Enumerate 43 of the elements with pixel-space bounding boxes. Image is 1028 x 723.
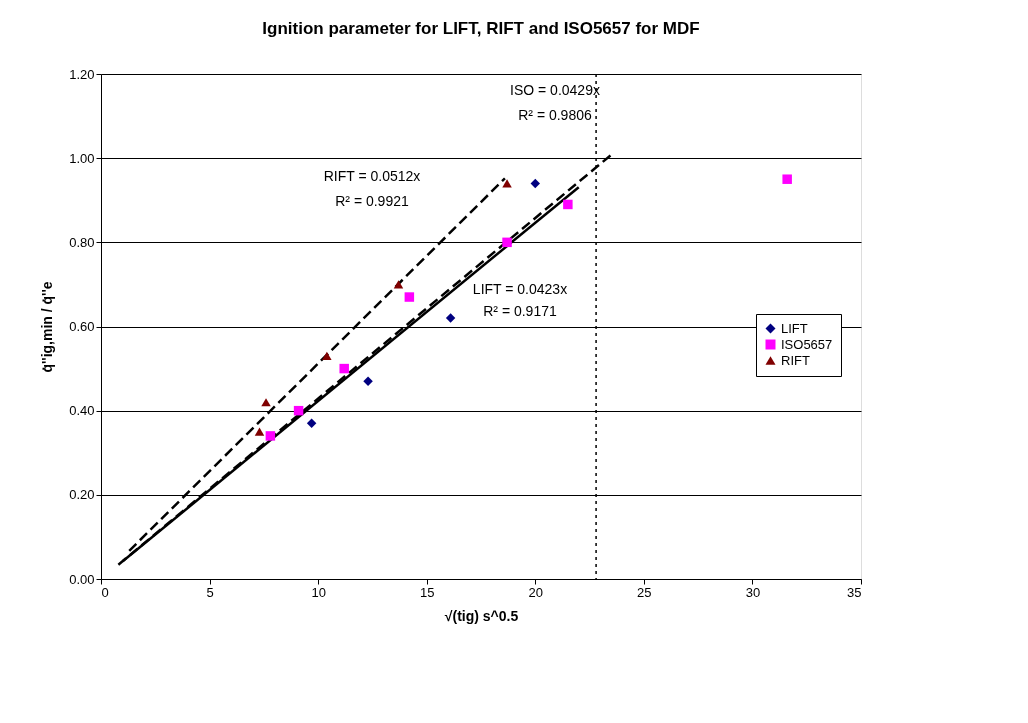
x-tick-label: 5 [206,584,214,600]
point [445,313,456,323]
x-tick-label: 10 [311,584,326,600]
y-axis-title: q̇''ig,min / q̇''e [39,281,56,373]
point [502,237,512,248]
point [265,431,276,441]
x-axis-title: √(tig) s^0.5 [444,607,519,624]
point [502,179,512,188]
y-tick-label: 1.00 [69,150,95,166]
point [782,174,792,184]
x-tick-label: 30 [745,584,761,600]
point [563,199,573,210]
point [363,376,373,386]
y-tick-label: 0.60 [69,319,95,334]
legend-label: ISO5657 [781,336,833,352]
point [339,363,349,374]
chart-title: Ignition parameter for LIFT, RIFT and ISO5657 for MDF [262,19,700,38]
annotation: R² = 0.9171 [483,303,557,319]
y-tick-label: 0.20 [69,487,95,503]
y-tick-label: 0.00 [69,571,95,587]
annotation: R² = 0.9806 [518,107,592,123]
annotation: R² = 0.9921 [335,193,409,209]
y-tick-label: 1.20 [69,66,95,82]
annotation: LIFT = 0.0423x [472,281,568,297]
x-tick-label: 20 [528,584,544,600]
point [254,427,265,436]
x-tick-label: 35 [847,584,862,600]
point [393,280,404,289]
x-tick-label: 15 [419,584,435,600]
x-tick-label: 25 [637,584,652,600]
point [530,178,541,189]
point [306,418,317,429]
point [322,351,332,361]
legend-label: RIFT [781,352,810,368]
legend-label: LIFT [781,320,808,336]
annotation: ISO = 0.0429x [510,82,600,98]
point [404,292,415,302]
point [293,405,304,416]
point [261,398,271,407]
x-tick-label: 0 [101,584,109,600]
annotation: RIFT = 0.0512x [323,168,421,184]
y-tick-label: 0.80 [69,234,95,250]
y-tick-label: 0.40 [69,403,95,419]
